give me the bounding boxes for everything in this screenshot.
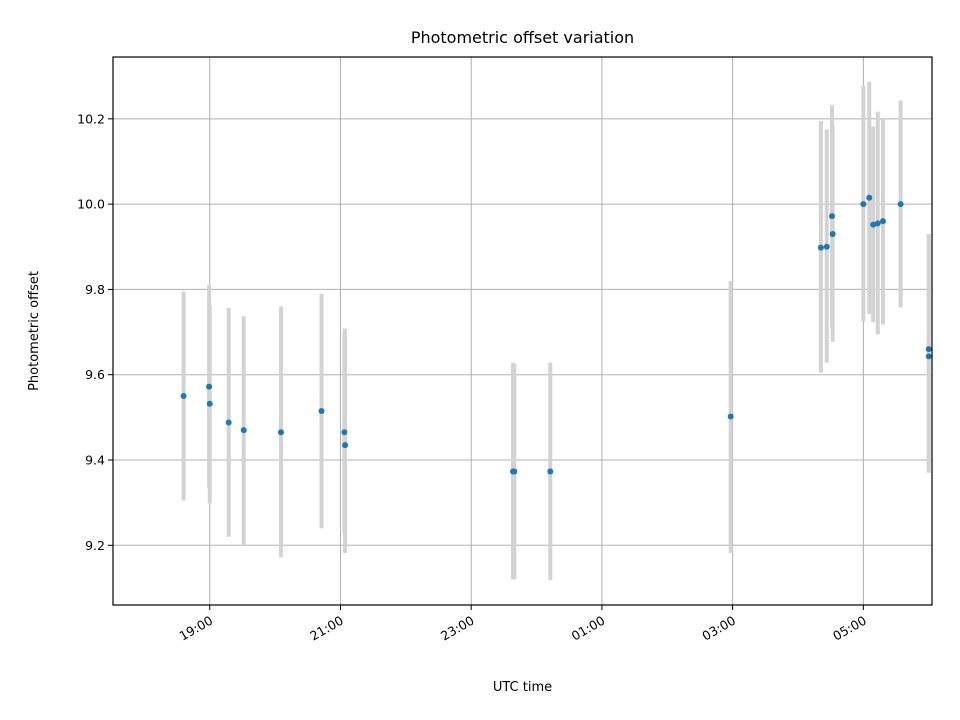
data-point xyxy=(823,243,830,250)
data-point xyxy=(874,220,881,227)
data-point xyxy=(341,429,348,436)
data-point xyxy=(860,201,867,208)
grid-layer xyxy=(113,57,932,605)
x-tick-label: 01:00 xyxy=(569,613,608,644)
y-tick-label: 9.6 xyxy=(85,367,105,382)
data-point xyxy=(870,221,877,228)
data-point xyxy=(829,230,836,237)
data-point xyxy=(866,194,873,201)
data-point xyxy=(828,213,835,220)
plot-frame xyxy=(112,56,933,606)
data-point xyxy=(206,383,213,390)
data-point xyxy=(225,419,232,426)
data-point xyxy=(206,400,213,407)
y-tick-label: 9.2 xyxy=(85,538,105,553)
y-tick-label: 9.8 xyxy=(85,282,105,297)
data-point xyxy=(879,218,886,225)
y-tick-label: 10.0 xyxy=(77,197,105,212)
x-tick-label: 05:00 xyxy=(830,613,869,644)
x-tick-label: 23:00 xyxy=(438,613,477,644)
x-axis-label: UTC time xyxy=(493,680,552,695)
point-layer xyxy=(180,194,932,475)
data-point xyxy=(342,442,349,449)
data-point xyxy=(180,393,187,400)
tick-layer: 19:00 21:00 23:00 01:00 03:00 05:00 9.2 9.4 9.6 9… xyxy=(77,111,869,643)
data-point xyxy=(925,346,932,353)
data-point xyxy=(817,244,824,251)
data-point xyxy=(925,353,932,360)
x-tick-label: 03:00 xyxy=(699,613,738,644)
data-point xyxy=(511,468,518,475)
x-tick-label: 21:00 xyxy=(307,613,346,644)
data-point xyxy=(727,413,734,420)
data-point xyxy=(547,468,554,475)
y-tick-label: 10.2 xyxy=(77,111,105,126)
errorbar-layer xyxy=(181,81,931,581)
data-point xyxy=(240,427,247,434)
y-axis-label: Photometric offset xyxy=(27,271,42,391)
x-tick-label: 19:00 xyxy=(177,613,216,644)
y-tick-label: 9.4 xyxy=(85,453,105,468)
chart-title: Photometric offset variation xyxy=(411,28,634,47)
data-point xyxy=(318,407,325,414)
data-point xyxy=(277,429,284,436)
data-point xyxy=(897,201,904,208)
